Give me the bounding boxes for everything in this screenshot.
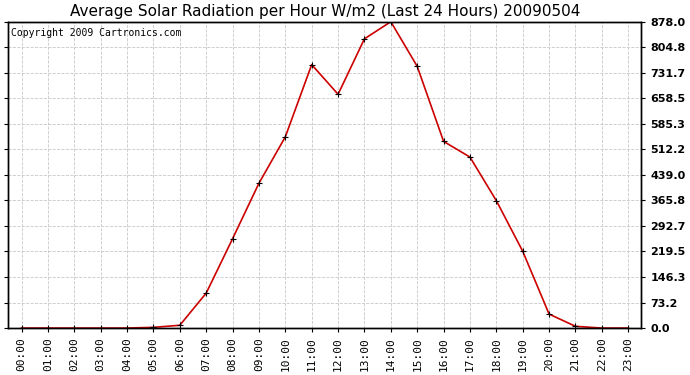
Text: Copyright 2009 Cartronics.com: Copyright 2009 Cartronics.com bbox=[12, 28, 182, 38]
Title: Average Solar Radiation per Hour W/m2 (Last 24 Hours) 20090504: Average Solar Radiation per Hour W/m2 (L… bbox=[70, 4, 580, 19]
